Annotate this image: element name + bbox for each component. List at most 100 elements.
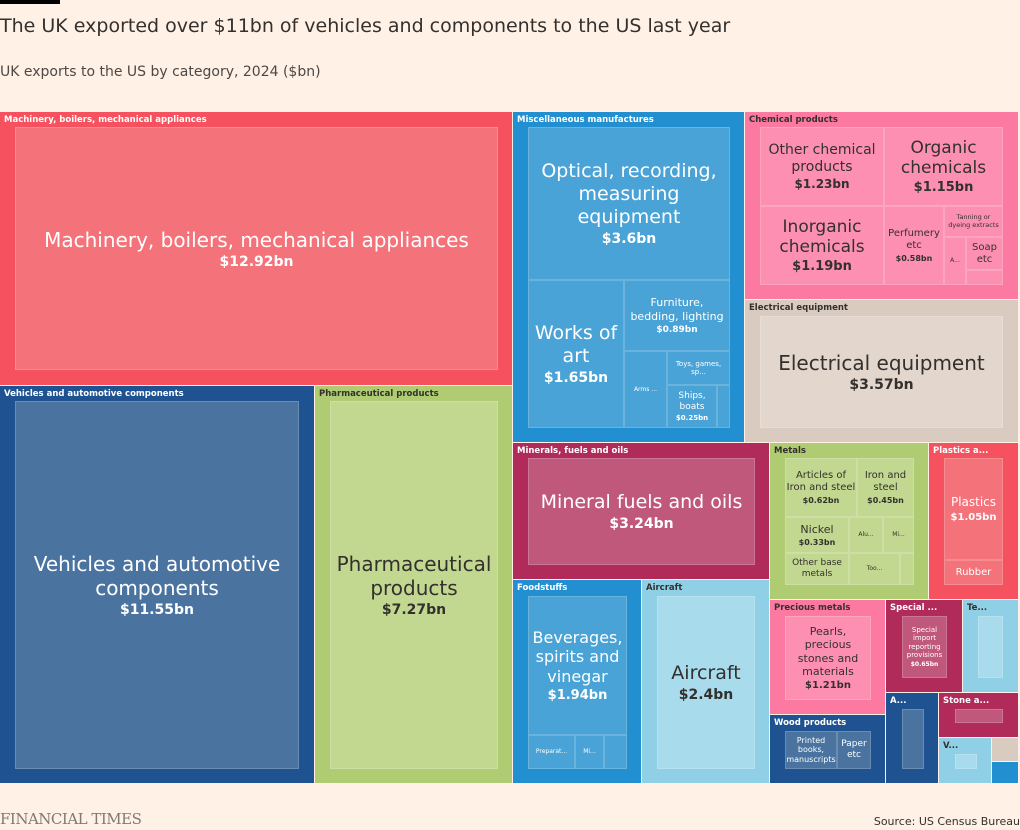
cell-value: $1.21bn <box>805 679 851 691</box>
treemap-group-miscellaneous-manufactures: Miscellaneous manufactures Optical, recor… <box>513 112 745 443</box>
cell-label: Mineral fuels and oils <box>540 491 743 514</box>
chart-title: The UK exported over $11bn of vehicles a… <box>0 15 731 37</box>
cell-value: $12.92bn <box>219 253 294 270</box>
group-label: Stone a... <box>943 696 990 706</box>
treemap-cell-a: A... <box>944 237 966 285</box>
treemap-cell-perfumery-etc: Perfumery etc $0.58bn <box>884 206 944 285</box>
treemap-group-special: Special ... Special import reporting prov… <box>886 600 963 693</box>
cell-value: $1.23bn <box>794 177 850 192</box>
treemap-group-te: Te... <box>963 600 1019 693</box>
cell-value: $2.4bn <box>678 686 734 703</box>
treemap-group-plastics-a: Plastics a... Plastics $1.05bn Rubber <box>929 443 1019 600</box>
treemap-cell-articles-of-iron-and-steel: Articles of Iron and steel $0.62bn <box>785 458 857 517</box>
cell-label: Special import reporting provisions <box>906 625 943 659</box>
ft-top-bar <box>0 0 60 4</box>
treemap-cell-pharmaceutical-products: Pharmaceutical products $7.27bn <box>330 401 498 769</box>
cell-label: Vehicles and automotive components <box>33 552 281 600</box>
cell-label: Organic chemicals <box>900 137 987 178</box>
cell-value: $1.19bn <box>792 259 852 275</box>
cell-value: $11.55bn <box>119 602 194 618</box>
treemap-group-chemical-products: Chemical products Other chemical products… <box>745 112 1019 300</box>
treemap-group-v: V... <box>939 738 992 784</box>
treemap-cell-nickel: Nickel $0.33bn <box>785 517 849 553</box>
group-label: Minerals, fuels and oils <box>517 446 629 456</box>
treemap-cell-unlabelled <box>955 754 977 769</box>
cell-label: Alu... <box>858 531 874 539</box>
treemap-cell-printed-books-manuscripts: Printed books, manuscripts <box>785 731 837 769</box>
treemap-group-metals: Metals Articles of Iron and steel $0.62bn I… <box>770 443 929 600</box>
treemap-cell-mineral-fuels-and-oils: Mineral fuels and oils $3.24bn <box>528 458 755 565</box>
treemap-group-aircraft: Aircraft Aircraft $2.4bn <box>642 580 770 784</box>
cell-value: $0.45bn <box>867 496 904 505</box>
cell-value: $3.57bn <box>849 377 914 393</box>
cell-label: Beverages, spirits and vinegar <box>532 628 623 686</box>
treemap-group-stone-a: Stone a... <box>939 693 1019 738</box>
treemap-group-vehicles-and-automotive-components: Vehicles and automotive components Vehicl… <box>0 386 315 784</box>
treemap-cell-special-import-reporting-provisions: Special import reporting provisions $0.65… <box>902 616 947 678</box>
treemap-group-beige <box>992 738 1019 762</box>
cell-label: Pearls, precious stones and materials <box>797 625 859 678</box>
cell-label: Soap etc <box>972 241 997 265</box>
cell-value: $1.94bn <box>547 687 608 703</box>
treemap-group-a: A... <box>886 693 939 784</box>
treemap-cell-unlabelled <box>978 616 1003 678</box>
cell-label: Tanning or dyeing extracts <box>948 212 999 229</box>
group-label: V... <box>943 741 959 751</box>
group-label: Foodstuffs <box>517 583 568 593</box>
cell-label: Plastics <box>950 495 997 510</box>
group-label: Chemical products <box>749 115 838 125</box>
cell-value: $1.65bn <box>543 369 609 386</box>
cell-label: Pharmaceutical products <box>336 552 492 600</box>
group-label: Precious metals <box>774 603 851 613</box>
treemap-cell-plastics: Plastics $1.05bn <box>944 458 1003 560</box>
cell-value: $0.89bn <box>656 324 698 335</box>
group-label: Electrical equipment <box>749 303 848 313</box>
cell-value: $0.58bn <box>895 254 933 263</box>
cell-label: Articles of Iron and steel <box>786 470 856 493</box>
treemap-cell-aircraft: Aircraft $2.4bn <box>657 596 755 769</box>
group-label: Special ... <box>890 603 938 613</box>
treemap-cell-too: Too... <box>849 553 900 585</box>
cell-label: Aircraft <box>671 662 741 685</box>
treemap-cell-pearls-precious-stones-and-materials: Pearls, precious stones and materials $1.… <box>785 616 871 700</box>
cell-value: $1.15bn <box>913 180 974 196</box>
group-label: Wood products <box>774 718 847 728</box>
cell-label: Other chemical products <box>768 141 876 175</box>
cell-value: $3.6bn <box>601 230 657 247</box>
treemap-group-minerals-fuels-and-oils: Minerals, fuels and oils Mineral fuels an… <box>513 443 770 580</box>
group-label: A... <box>890 696 907 706</box>
treemap-cell-inorganic-chemicals: Inorganic chemicals $1.19bn <box>760 206 884 285</box>
cell-value: $1.05bn <box>950 511 997 523</box>
treemap-group-precious-metals: Precious metals Pearls, precious stones a… <box>770 600 886 715</box>
cell-value: $3.24bn <box>609 515 674 532</box>
treemap-cell-rubber: Rubber <box>944 560 1003 585</box>
treemap-cell-alu: Alu... <box>849 517 883 553</box>
cell-label: Furniture, bedding, lighting <box>630 296 724 323</box>
cell-label: Other base metals <box>792 558 842 579</box>
chart-subtitle: UK exports to the US by category, 2024 (… <box>0 64 321 80</box>
cell-value: $7.27bn <box>381 602 447 618</box>
cell-label: Toys, games, sp... <box>675 359 722 376</box>
cell-label: Arms ... <box>633 385 658 393</box>
treemap-cell-works-of-art: Works of art $1.65bn <box>528 280 624 428</box>
treemap-cell-unlabelled <box>955 709 1003 723</box>
cell-label: Nickel <box>800 522 834 536</box>
cell-value: $0.33bn <box>798 538 836 548</box>
treemap-cell-unlabelled <box>902 709 924 769</box>
treemap-group-electrical-equipment: Electrical equipment Electrical equipment… <box>745 300 1019 443</box>
treemap-cell-unlabelled <box>900 553 914 585</box>
treemap-cell-unlabelled <box>604 735 627 769</box>
treemap-group-pharmaceutical-products: Pharmaceutical products Pharmaceutical pr… <box>315 386 513 784</box>
group-label: Machinery, boilers, mechanical appliance… <box>4 115 207 125</box>
cell-value: $0.25bn <box>675 414 709 423</box>
treemap-cell-optical-recording-measuring-equipment: Optical, recording, measuring equipment $… <box>528 127 730 280</box>
treemap-cell-mi: Mi... <box>575 735 604 769</box>
group-label: Vehicles and automotive components <box>4 389 184 399</box>
cell-label: Electrical equipment <box>778 351 985 375</box>
treemap-cell-ships-boats: Ships, boats $0.25bn <box>667 385 717 428</box>
group-label: Aircraft <box>646 583 683 593</box>
cell-label: Ships, boats <box>678 390 706 412</box>
treemap-cell-tanning-or-dyeing-extracts: Tanning or dyeing extracts <box>944 206 1003 237</box>
treemap-group-blue <box>992 762 1019 784</box>
